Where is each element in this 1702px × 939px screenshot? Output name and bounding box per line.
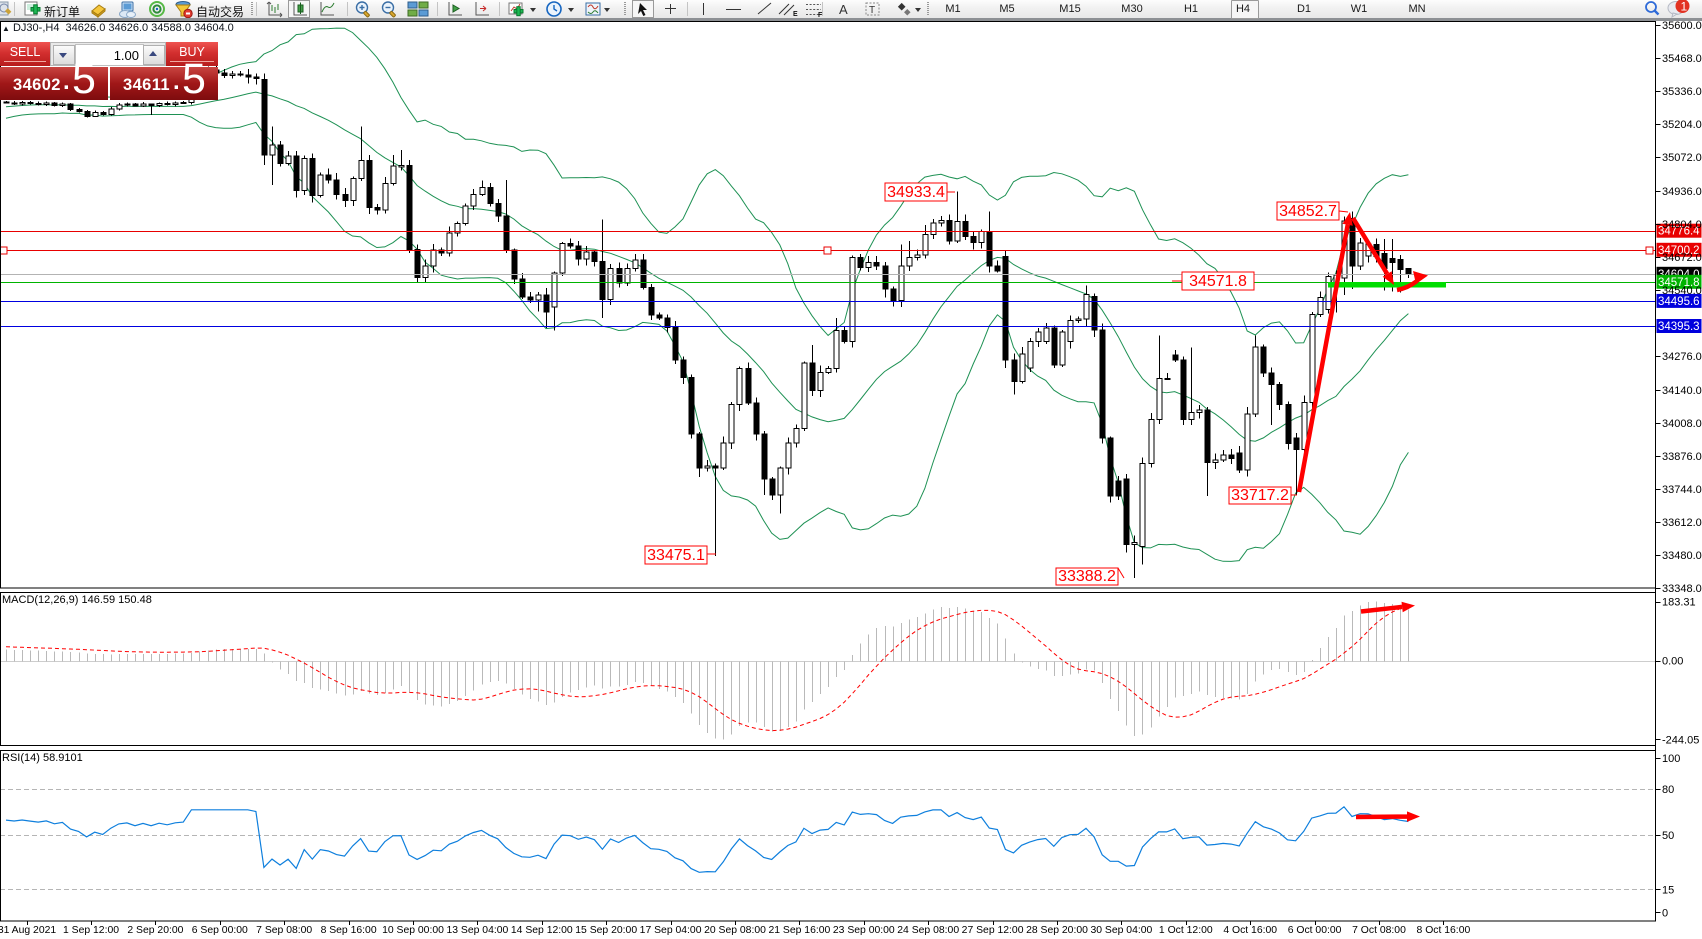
svg-text:8 Sep 16:00: 8 Sep 16:00: [321, 925, 377, 936]
svg-text:33480.0: 33480.0: [1662, 550, 1702, 562]
svg-text:7 Oct 08:00: 7 Oct 08:00: [1352, 925, 1406, 936]
svg-text:1 Sep 12:00: 1 Sep 12:00: [63, 925, 119, 936]
svg-text:33612.0: 33612.0: [1662, 517, 1702, 529]
svg-text:F: F: [818, 12, 823, 18]
svg-text:A: A: [839, 2, 848, 17]
svg-text:34852.7: 34852.7: [1279, 203, 1337, 220]
svg-text:34008.0: 34008.0: [1662, 418, 1702, 430]
svg-text:17 Sep 04:00: 17 Sep 04:00: [640, 925, 702, 936]
svg-text:34540.0: 34540.0: [1662, 285, 1702, 297]
svg-text:34700.2: 34700.2: [1658, 245, 1700, 257]
svg-text:1 Oct 12:00: 1 Oct 12:00: [1159, 925, 1213, 936]
svg-text:30 Sep 04:00: 30 Sep 04:00: [1090, 925, 1152, 936]
svg-text:31 Aug 2021: 31 Aug 2021: [0, 925, 56, 936]
svg-text:35072.0: 35072.0: [1662, 152, 1702, 164]
svg-text:RSI(14) 58.9101: RSI(14) 58.9101: [2, 752, 83, 764]
svg-text:35468.0: 35468.0: [1662, 53, 1702, 65]
svg-text:14 Sep 12:00: 14 Sep 12:00: [511, 925, 573, 936]
svg-text:-244.05: -244.05: [1662, 734, 1699, 746]
svg-text:20 Sep 08:00: 20 Sep 08:00: [704, 925, 766, 936]
svg-text:0.00: 0.00: [1662, 656, 1683, 668]
svg-text:34776.4: 34776.4: [1658, 226, 1700, 238]
svg-text:33475.1: 33475.1: [647, 547, 705, 564]
svg-text:35600.0: 35600.0: [1662, 20, 1702, 32]
svg-text:23 Sep 00:00: 23 Sep 00:00: [833, 925, 895, 936]
svg-text:34804.0: 34804.0: [1662, 219, 1702, 231]
svg-text:33348.0: 33348.0: [1662, 583, 1702, 595]
svg-text:28 Sep 20:00: 28 Sep 20:00: [1026, 925, 1088, 936]
svg-text:33717.2: 33717.2: [1231, 487, 1289, 504]
svg-text:34140.0: 34140.0: [1662, 385, 1702, 397]
svg-text:E: E: [793, 11, 798, 18]
svg-text:15 Sep 20:00: 15 Sep 20:00: [575, 925, 637, 936]
svg-text:21 Sep 16:00: 21 Sep 16:00: [768, 925, 830, 936]
svg-text:34933.4: 34933.4: [887, 184, 945, 201]
svg-text:7 Sep 08:00: 7 Sep 08:00: [256, 925, 312, 936]
svg-text:35204.0: 35204.0: [1662, 119, 1702, 131]
svg-text:33744.0: 33744.0: [1662, 484, 1702, 496]
svg-text:33876.0: 33876.0: [1662, 451, 1702, 463]
svg-text:100: 100: [1662, 753, 1680, 765]
svg-text:6 Oct 00:00: 6 Oct 00:00: [1288, 925, 1342, 936]
svg-text:15: 15: [1662, 884, 1674, 896]
svg-text:0: 0: [1662, 907, 1668, 919]
svg-text:34395.3: 34395.3: [1658, 321, 1700, 333]
svg-text:34276.0: 34276.0: [1662, 351, 1702, 363]
svg-text:6 Sep 00:00: 6 Sep 00:00: [192, 925, 248, 936]
svg-text:▲ DJ30-,H4 34626.0 34626.0 34: ▲ DJ30-,H4 34626.0 34626.0 34588.0 34604…: [2, 22, 234, 34]
svg-text:34936.0: 34936.0: [1662, 186, 1702, 198]
svg-text:80: 80: [1662, 784, 1674, 796]
svg-text:27 Sep 12:00: 27 Sep 12:00: [962, 925, 1024, 936]
svg-text:34672.0: 34672.0: [1662, 252, 1702, 264]
svg-text:4 Oct 16:00: 4 Oct 16:00: [1223, 925, 1277, 936]
svg-text:2 Sep 20:00: 2 Sep 20:00: [127, 925, 183, 936]
svg-text:35336.0: 35336.0: [1662, 86, 1702, 98]
svg-text:33388.2: 33388.2: [1058, 568, 1116, 585]
svg-text:50: 50: [1662, 830, 1674, 842]
svg-text:183.31: 183.31: [1662, 597, 1696, 609]
svg-text:34571.8: 34571.8: [1189, 273, 1247, 290]
svg-text:24 Sep 08:00: 24 Sep 08:00: [897, 925, 959, 936]
svg-text:10 Sep 00:00: 10 Sep 00:00: [382, 925, 444, 936]
svg-text:MACD(12,26,9) 146.59 150.48: MACD(12,26,9) 146.59 150.48: [2, 594, 152, 606]
svg-text:1: 1: [1681, 0, 1688, 14]
svg-text:T: T: [869, 5, 875, 16]
svg-text:34495.6: 34495.6: [1658, 296, 1700, 308]
svg-text:13 Sep 04:00: 13 Sep 04:00: [446, 925, 508, 936]
svg-text:8 Oct 16:00: 8 Oct 16:00: [1417, 925, 1471, 936]
svg-text:34571.8: 34571.8: [1658, 277, 1700, 289]
